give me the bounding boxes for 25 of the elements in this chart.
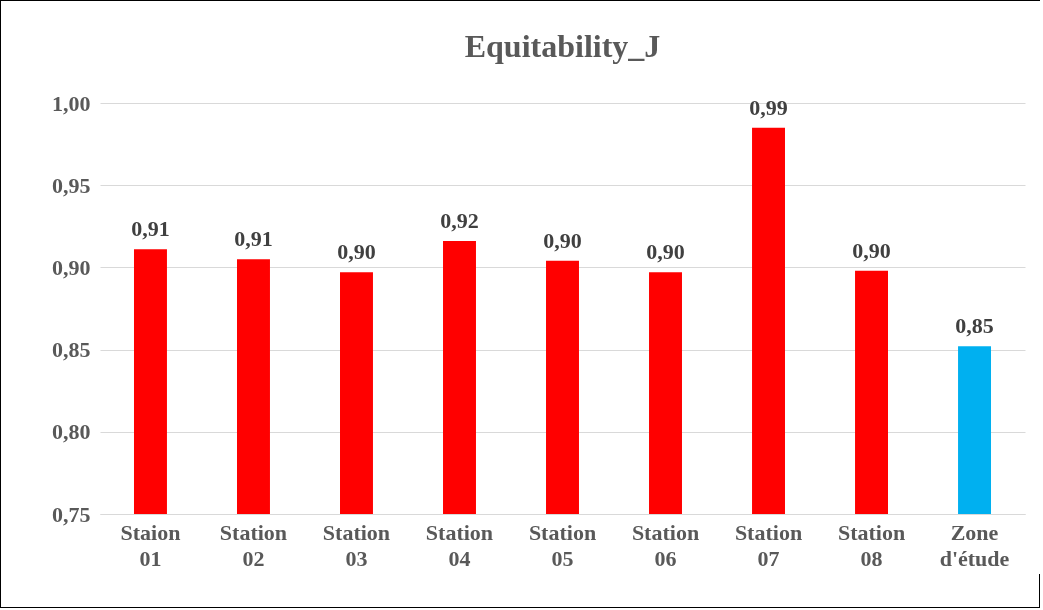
data-label: 0,90 bbox=[337, 239, 376, 265]
data-label: 0,99 bbox=[749, 94, 788, 120]
y-tick-label: 0,95 bbox=[52, 172, 91, 198]
x-tick-label: Station 02 bbox=[219, 519, 288, 571]
y-tick-label: 0,75 bbox=[52, 501, 91, 527]
data-label: 0,90 bbox=[543, 227, 582, 253]
y-tick-label: 0,90 bbox=[52, 254, 91, 280]
data-label: 0,90 bbox=[646, 239, 685, 265]
data-label: 0,85 bbox=[955, 313, 994, 339]
x-tick-label: Station 08 bbox=[837, 519, 906, 571]
data-label: 0,91 bbox=[234, 226, 273, 252]
chart-title: Equitability_J bbox=[464, 28, 661, 64]
x-tick-label: Station 03 bbox=[322, 519, 391, 571]
y-tick-label: 1,00 bbox=[52, 90, 91, 116]
data-label: 0,91 bbox=[131, 216, 170, 242]
x-tick-label: Station 05 bbox=[528, 519, 597, 571]
x-tick-label: Zone d'étude bbox=[939, 519, 1010, 571]
x-tick-label: Station 06 bbox=[631, 519, 700, 571]
data-label: 0,92 bbox=[440, 208, 479, 234]
y-tick-label: 0,80 bbox=[52, 419, 91, 445]
x-tick-label: Station 04 bbox=[425, 519, 494, 571]
x-tick-label: Staion 01 bbox=[120, 519, 181, 571]
y-tick-label: 0,85 bbox=[52, 337, 91, 363]
x-tick-label: Station 07 bbox=[734, 519, 803, 571]
data-label: 0,90 bbox=[852, 237, 891, 263]
